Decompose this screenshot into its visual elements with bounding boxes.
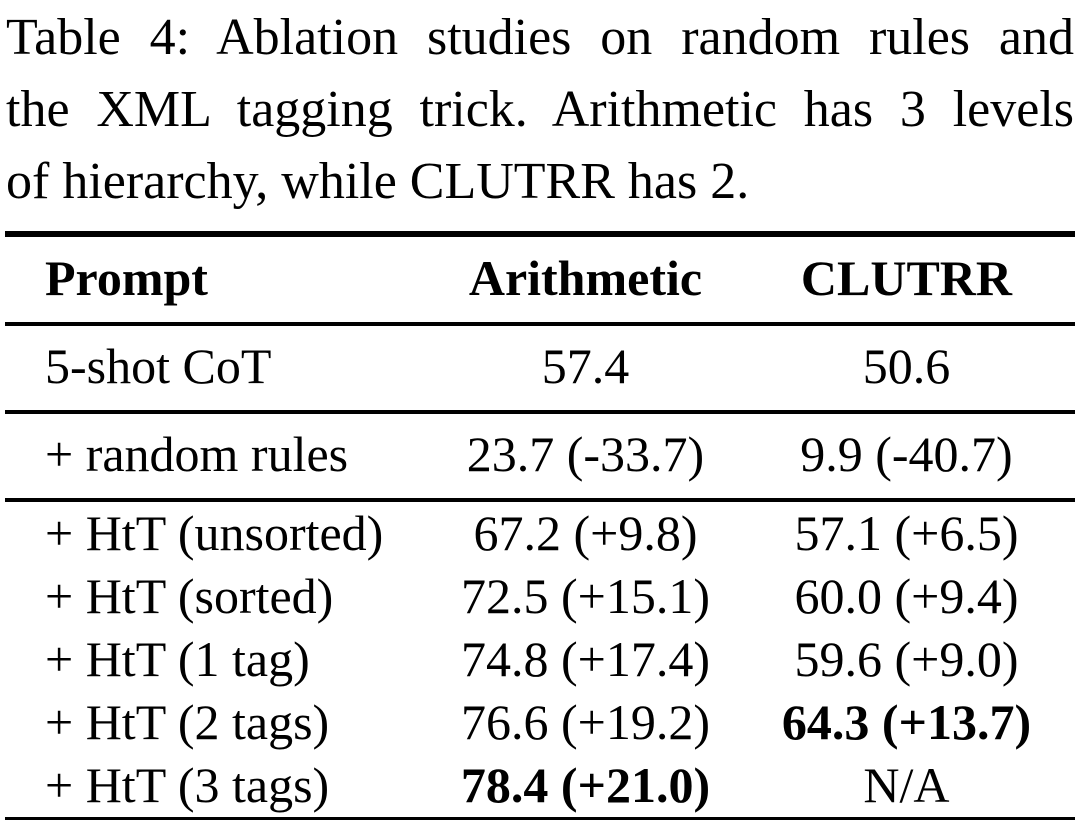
clutrr-cell: N/A — [863, 757, 950, 814]
arithmetic-cell: 76.6 (+19.2) — [460, 694, 710, 751]
prompt-cell: + HtT (1 tag) — [45, 631, 310, 688]
prompt-cell: + HtT (3 tags) — [45, 757, 330, 814]
table-row: + HtT (3 tags) 78.4 (+21.0) N/A — [5, 754, 1075, 820]
clutrr-cell: 57.1 (+6.5) — [794, 505, 1019, 562]
arithmetic-cell: 78.4 (+21.0) — [460, 757, 711, 814]
caption-line-3: of hierarchy, while CLUTRR has 2. — [6, 152, 750, 210]
clutrr-cell: 9.9 (-40.7) — [800, 426, 1013, 483]
table-row: + HtT (unsorted) 67.2 (+9.8) 57.1 (+6.5) — [5, 500, 1075, 565]
caption-line-1: Table 4: Ablation studies on random rule… — [6, 9, 1074, 66]
table-header: Prompt Arithmetic CLUTRR — [5, 234, 1075, 325]
arithmetic-cell: 72.5 (+15.1) — [460, 568, 710, 625]
table-group-2: + random rules 23.7 (-33.7) 9.9 (-40.7) — [5, 412, 1075, 501]
clutrr-cell: 60.0 (+9.4) — [794, 568, 1019, 625]
arithmetic-cell: 67.2 (+9.8) — [473, 505, 698, 562]
table-row: + HtT (1 tag) 74.8 (+17.4) 59.6 (+9.0) — [5, 628, 1075, 691]
clutrr-cell: 59.6 (+9.0) — [794, 631, 1019, 688]
ablation-results-table: Prompt Arithmetic CLUTRR 5-shot CoT 57.4 5… — [5, 231, 1075, 820]
table-row: 5-shot CoT 57.4 50.6 — [5, 324, 1075, 412]
arithmetic-cell: 57.4 — [541, 338, 630, 395]
clutrr-cell: 50.6 — [862, 338, 951, 395]
header-clutrr: CLUTRR — [800, 250, 1013, 307]
table-group-1: 5-shot CoT 57.4 50.6 — [5, 324, 1075, 413]
caption-line-2: the XML tagging trick. Arithmetic has 3 … — [6, 80, 1074, 138]
prompt-cell: + HtT (sorted) — [45, 568, 334, 625]
arithmetic-cell: 74.8 (+17.4) — [460, 631, 710, 688]
arithmetic-cell: 23.7 (-33.7) — [466, 426, 705, 483]
table-caption: Table 4: Ablation studies on random rule… — [6, 2, 1074, 217]
header-prompt: Prompt — [45, 250, 208, 307]
table-row: + HtT (2 tags) 76.6 (+19.2) 64.3 (+13.7) — [5, 691, 1075, 754]
header-row: Prompt Arithmetic CLUTRR — [5, 234, 1075, 324]
table-row: + HtT (sorted) 72.5 (+15.1) 60.0 (+9.4) — [5, 565, 1075, 628]
prompt-cell: + HtT (2 tags) — [45, 694, 330, 751]
table-group-3: + HtT (unsorted) 67.2 (+9.8) 57.1 (+6.5) + … — [5, 500, 1075, 820]
table-row: + random rules 23.7 (-33.7) 9.9 (-40.7) — [5, 412, 1075, 500]
prompt-cell: 5-shot CoT — [45, 338, 272, 395]
prompt-cell: + HtT (unsorted) — [45, 505, 384, 562]
header-arithmetic: Arithmetic — [468, 250, 703, 307]
clutrr-cell: 64.3 (+13.7) — [781, 694, 1032, 751]
prompt-cell: + random rules — [45, 426, 349, 483]
